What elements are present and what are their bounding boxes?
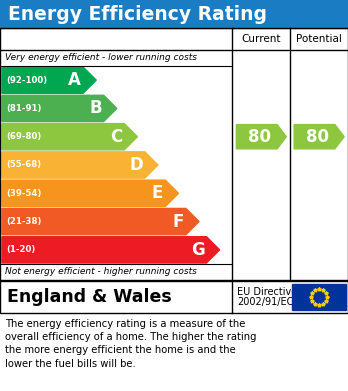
- Polygon shape: [236, 125, 286, 149]
- Bar: [292, 284, 346, 310]
- Text: England & Wales: England & Wales: [7, 288, 172, 306]
- Text: A: A: [68, 71, 81, 89]
- Polygon shape: [2, 67, 96, 93]
- Polygon shape: [2, 237, 220, 263]
- Text: (81-91): (81-91): [6, 104, 41, 113]
- Text: (1-20): (1-20): [6, 246, 35, 255]
- Text: Energy Efficiency Rating: Energy Efficiency Rating: [8, 5, 267, 23]
- Bar: [0, 0, 348, 28]
- Polygon shape: [2, 124, 137, 150]
- Text: F: F: [173, 213, 184, 231]
- Text: Current: Current: [242, 34, 281, 44]
- Text: (55-68): (55-68): [6, 160, 41, 170]
- Text: EU Directive: EU Directive: [237, 287, 298, 297]
- Bar: [0, 281, 348, 313]
- Text: (39-54): (39-54): [6, 189, 41, 198]
- Polygon shape: [2, 95, 117, 122]
- Text: (21-38): (21-38): [6, 217, 41, 226]
- Text: Potential: Potential: [296, 34, 342, 44]
- Text: Not energy efficient - higher running costs: Not energy efficient - higher running co…: [5, 267, 197, 276]
- Text: D: D: [129, 156, 143, 174]
- Text: 80: 80: [306, 128, 329, 146]
- Text: (69-80): (69-80): [6, 132, 41, 141]
- Polygon shape: [2, 152, 158, 178]
- Bar: [0, 28, 348, 280]
- Text: G: G: [191, 241, 205, 259]
- Text: C: C: [110, 128, 122, 146]
- Polygon shape: [2, 208, 199, 235]
- Polygon shape: [2, 180, 179, 206]
- Text: The energy efficiency rating is a measure of the
overall efficiency of a home. T: The energy efficiency rating is a measur…: [5, 319, 256, 369]
- Text: (92-100): (92-100): [6, 75, 47, 84]
- Polygon shape: [294, 125, 344, 149]
- Text: 80: 80: [248, 128, 271, 146]
- Text: Very energy efficient - lower running costs: Very energy efficient - lower running co…: [5, 54, 197, 63]
- Text: E: E: [152, 184, 163, 202]
- Text: B: B: [89, 99, 102, 117]
- Text: 2002/91/EC: 2002/91/EC: [237, 297, 294, 307]
